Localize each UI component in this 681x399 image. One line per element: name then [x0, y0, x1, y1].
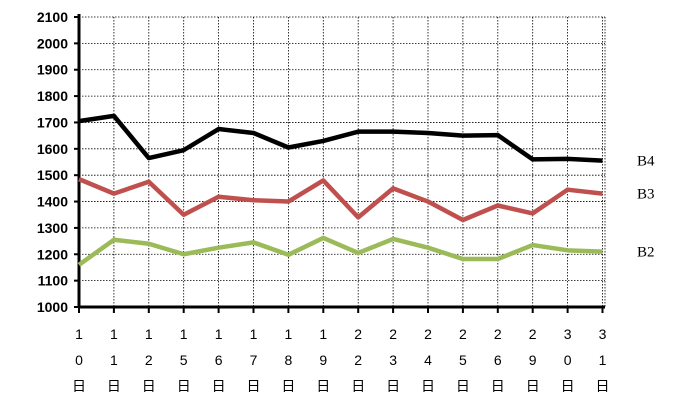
x-tick-label: 2	[424, 326, 432, 342]
y-tick-label: 1600	[37, 141, 68, 157]
x-tick-label: 日	[421, 378, 435, 394]
x-tick-label: 8	[285, 352, 293, 368]
x-tick-label: 日	[247, 378, 261, 394]
legend-label-b4: B4	[637, 154, 655, 170]
x-tick-label: 2	[459, 326, 467, 342]
x-tick-label: 3	[564, 326, 572, 342]
x-tick-label: 日	[177, 378, 191, 394]
series-line-b2	[77, 235, 603, 267]
x-tick-label: 日	[456, 378, 470, 394]
y-axis-tick-labels: 1000 1100 1200 1300 1400 1500 1600 1700 1800 1900…	[37, 9, 68, 315]
series-line-b3	[78, 177, 603, 223]
legend: B4 B3 B2	[637, 154, 655, 261]
series-line-b4	[78, 113, 603, 163]
legend-label-b3: B3	[637, 187, 655, 203]
x-tick-label: 4	[424, 352, 432, 368]
x-tick-label: 日	[561, 378, 575, 394]
y-tick-label: 1400	[37, 194, 68, 210]
x-tick-label: 2	[354, 326, 362, 342]
y-tick-label: 1500	[37, 167, 68, 183]
x-tick-label: 7	[250, 352, 258, 368]
x-tick-label: 3	[389, 352, 397, 368]
x-tick-label: 日	[491, 378, 505, 394]
x-tick-label: 1	[250, 326, 258, 342]
x-tick-label: 0	[564, 352, 572, 368]
series-lines	[77, 113, 603, 267]
y-tick-label: 1300	[37, 220, 68, 236]
x-tick-label: 1	[319, 326, 327, 342]
x-tick-label: 5	[459, 352, 467, 368]
x-tick-label: 2	[389, 326, 397, 342]
x-tick-label: 1	[110, 326, 118, 342]
x-tick-label: 1	[75, 326, 83, 342]
y-tick-label: 1100	[38, 273, 69, 289]
x-tick-label: 0	[75, 352, 83, 368]
legend-label-b2: B2	[637, 245, 655, 261]
x-tick-label: 5	[180, 352, 188, 368]
x-tick-label: 3	[599, 326, 607, 342]
x-axis-tick-labels: 1 0 日 1 1 日 1 2 日 1 5 日 1 6 日 1 7 日 1 8 日 1 9 日 2 2 日 2 3 日 2 4 日 2 5 日 2 6 日 2…	[72, 326, 610, 394]
x-tick-label: 1	[180, 326, 188, 342]
x-tick-label: 日	[107, 378, 121, 394]
x-tick-label: 6	[494, 352, 502, 368]
axes	[74, 14, 605, 313]
y-tick-label: 2000	[37, 35, 68, 51]
x-tick-label: 2	[494, 326, 502, 342]
y-tick-label: 1700	[37, 114, 68, 130]
x-tick-label: 日	[212, 378, 226, 394]
x-tick-label: 日	[526, 378, 540, 394]
x-tick-label: 日	[351, 378, 365, 394]
x-tick-label: 1	[215, 326, 223, 342]
x-tick-label: 日	[386, 378, 400, 394]
x-tick-label: 日	[596, 378, 610, 394]
x-tick-label: 1	[145, 326, 153, 342]
gridlines	[79, 16, 606, 307]
x-tick-label: 6	[215, 352, 223, 368]
y-tick-label: 2100	[37, 9, 68, 25]
x-tick-label: 1	[285, 326, 293, 342]
x-tick-label: 1	[110, 352, 118, 368]
y-tick-label: 1800	[37, 88, 68, 104]
y-tick-label: 1000	[37, 299, 68, 315]
x-tick-label: 2	[145, 352, 153, 368]
x-tick-label: 1	[599, 352, 607, 368]
y-tick-label: 1200	[37, 246, 68, 262]
x-tick-label: 日	[142, 378, 156, 394]
x-tick-label: 2	[354, 352, 362, 368]
x-tick-label: 9	[529, 352, 537, 368]
x-tick-label: 9	[319, 352, 327, 368]
x-tick-label: 日	[316, 378, 330, 394]
x-tick-label: 2	[529, 326, 537, 342]
x-tick-label: 日	[72, 378, 86, 394]
y-tick-label: 1900	[37, 62, 68, 78]
x-tick-label: 日	[281, 378, 295, 394]
